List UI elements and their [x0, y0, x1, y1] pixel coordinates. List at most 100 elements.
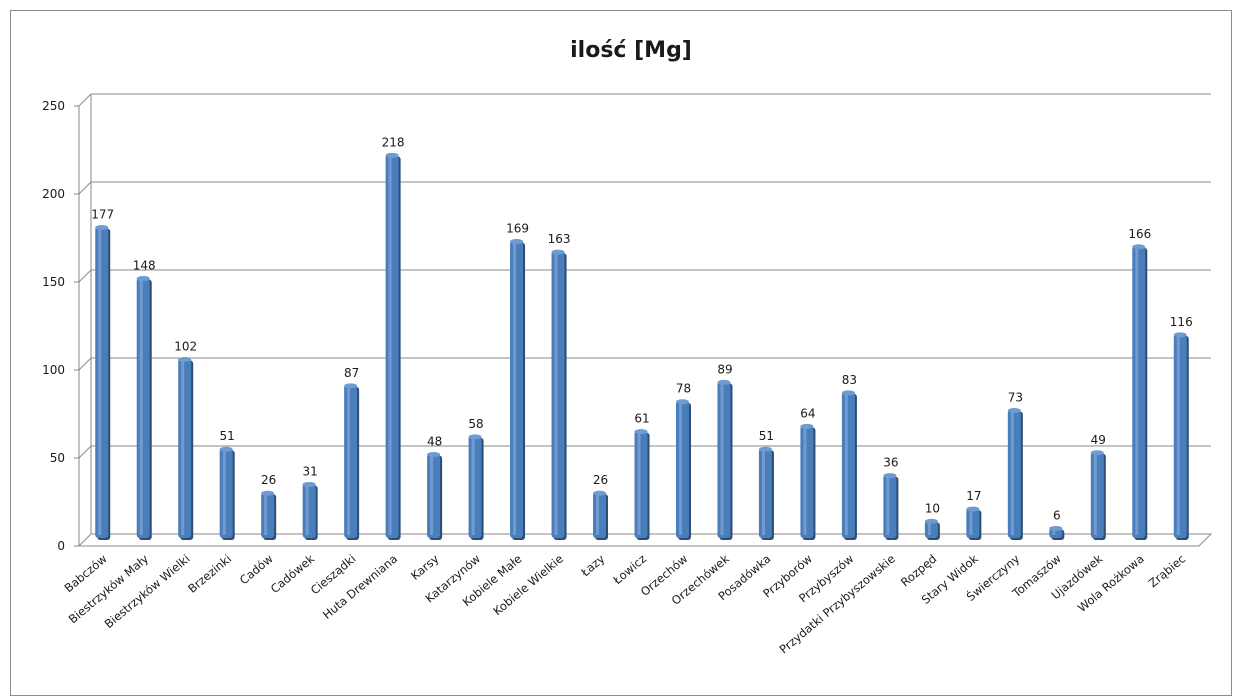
bar [551, 249, 567, 540]
bar-chart: ilość [Mg] 0 50 100 150 200 250 177 148 102 51 26… [42, 38, 1213, 656]
bar-cap [1007, 408, 1021, 414]
data-label: 163 [548, 232, 571, 246]
bar [261, 490, 277, 540]
data-label: 87 [344, 366, 359, 380]
data-label: 64 [800, 406, 815, 420]
bar-cap [219, 446, 233, 452]
bar [468, 434, 484, 540]
bar [593, 490, 609, 540]
bar [219, 446, 235, 540]
bar [841, 390, 857, 540]
bar [883, 473, 899, 540]
bar-cap [344, 383, 358, 389]
bar-highlight [1052, 530, 1056, 535]
bar-highlight [1176, 336, 1180, 535]
bar-body [841, 391, 855, 538]
bar [302, 481, 318, 540]
category-label: Karsy [408, 551, 442, 582]
y-tick-label: 200 [42, 187, 65, 201]
bar-highlight [430, 456, 434, 535]
bar-highlight [969, 511, 973, 535]
bar-cap [758, 446, 772, 452]
bar-cap [593, 490, 607, 496]
bar [510, 239, 526, 540]
data-label: 177 [91, 207, 114, 221]
bar-body [800, 425, 814, 538]
bar-cap [302, 481, 316, 487]
bar-body [1090, 451, 1104, 538]
chart-frame: ilość [Mg] 0 50 100 150 200 250 177 148 102 51 26… [10, 10, 1232, 696]
bar [924, 518, 940, 540]
bar-body [261, 492, 275, 538]
bar-body [178, 358, 192, 538]
bar-highlight [513, 243, 517, 535]
bar [758, 446, 774, 540]
y-tick-label: 100 [42, 363, 65, 377]
bar [1090, 450, 1106, 540]
data-label: 166 [1128, 227, 1151, 241]
bar-body [510, 240, 524, 538]
bar [717, 379, 733, 540]
category-label: Brzezinki [185, 552, 234, 596]
bar [675, 399, 691, 540]
bar-cap [1173, 332, 1187, 338]
data-label: 6 [1053, 508, 1061, 522]
chart-title: ilość [Mg] [570, 38, 692, 63]
data-label: 51 [759, 429, 774, 443]
data-label: 26 [261, 473, 276, 487]
bar-body [717, 381, 731, 538]
gridline-side [78, 269, 92, 283]
bar-highlight [761, 451, 765, 535]
data-label: 73 [1008, 391, 1023, 405]
gridline-side [78, 445, 92, 459]
bar-cap [1049, 525, 1063, 531]
y-tick-label: 50 [50, 451, 65, 465]
axes: 0 50 100 150 200 250 [42, 94, 1213, 553]
bar [1132, 244, 1148, 540]
gridlines [78, 93, 1211, 459]
gridline-side [78, 357, 92, 371]
bar-body [344, 384, 358, 538]
bar [385, 152, 401, 540]
data-label: 49 [1091, 433, 1106, 447]
data-label: 31 [303, 464, 318, 478]
bar-highlight [264, 495, 268, 535]
bar-body [95, 226, 109, 539]
bar-cap [385, 152, 399, 158]
data-label: 51 [220, 429, 235, 443]
bar [1173, 332, 1189, 540]
bar [634, 429, 650, 540]
bar-highlight [844, 394, 848, 535]
bar-cap [427, 452, 441, 458]
bar-body [385, 154, 399, 538]
gridline-side [78, 181, 92, 195]
bar-highlight [803, 428, 807, 535]
bar [95, 224, 111, 541]
data-label: 61 [634, 412, 649, 426]
y-tick-label: 150 [42, 275, 65, 289]
bar-body [1132, 245, 1146, 538]
data-label: 58 [468, 417, 483, 431]
bar-body [219, 448, 233, 538]
bar-highlight [139, 280, 143, 535]
bar-highlight [181, 361, 185, 535]
bar-body [136, 277, 150, 538]
bar-highlight [347, 387, 351, 535]
category-label: Łowicz [610, 552, 649, 588]
bar [427, 452, 443, 540]
bar-cap [468, 434, 482, 440]
bar-body [675, 400, 689, 538]
bar-body [966, 508, 980, 538]
bar-highlight [305, 486, 309, 535]
bar-highlight [1010, 412, 1014, 535]
bar [1049, 525, 1065, 540]
bar-cap [924, 518, 938, 524]
bar-cap [1090, 450, 1104, 456]
bar-cap [95, 224, 109, 230]
bar-body [468, 435, 482, 538]
bar [1007, 408, 1023, 540]
category-label: Zrąbiec [1146, 552, 1188, 591]
category-label: Cadów [237, 552, 276, 588]
data-labels: 177 148 102 51 26 31 87 218 48 58 169 163 26 61 78 89 51… [91, 135, 1192, 522]
bar-highlight [471, 438, 475, 535]
